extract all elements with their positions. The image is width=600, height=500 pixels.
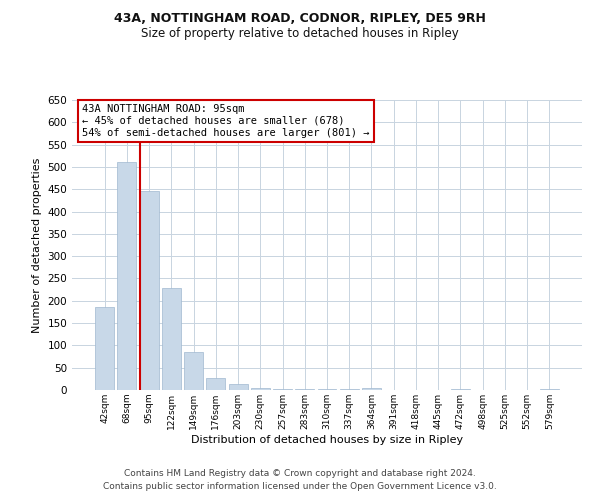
Bar — [229, 384, 248, 390]
Text: Contains HM Land Registry data © Crown copyright and database right 2024.: Contains HM Land Registry data © Crown c… — [124, 468, 476, 477]
Bar — [540, 389, 559, 390]
Bar — [362, 388, 381, 390]
Y-axis label: Number of detached properties: Number of detached properties — [32, 158, 42, 332]
Text: Contains public sector information licensed under the Open Government Licence v3: Contains public sector information licen… — [103, 482, 497, 491]
Text: 43A NOTTINGHAM ROAD: 95sqm
← 45% of detached houses are smaller (678)
54% of sem: 43A NOTTINGHAM ROAD: 95sqm ← 45% of deta… — [82, 104, 370, 138]
Bar — [162, 288, 181, 390]
Bar — [251, 388, 270, 390]
Bar — [451, 389, 470, 390]
Bar — [206, 378, 225, 390]
Bar — [340, 389, 359, 390]
Text: Size of property relative to detached houses in Ripley: Size of property relative to detached ho… — [141, 28, 459, 40]
Bar — [118, 162, 136, 390]
Bar — [273, 389, 292, 390]
Text: 43A, NOTTINGHAM ROAD, CODNOR, RIPLEY, DE5 9RH: 43A, NOTTINGHAM ROAD, CODNOR, RIPLEY, DE… — [114, 12, 486, 26]
Bar — [140, 192, 158, 390]
Bar — [317, 389, 337, 390]
Bar — [295, 389, 314, 390]
Bar — [95, 308, 114, 390]
X-axis label: Distribution of detached houses by size in Ripley: Distribution of detached houses by size … — [191, 434, 463, 444]
Bar — [184, 352, 203, 390]
